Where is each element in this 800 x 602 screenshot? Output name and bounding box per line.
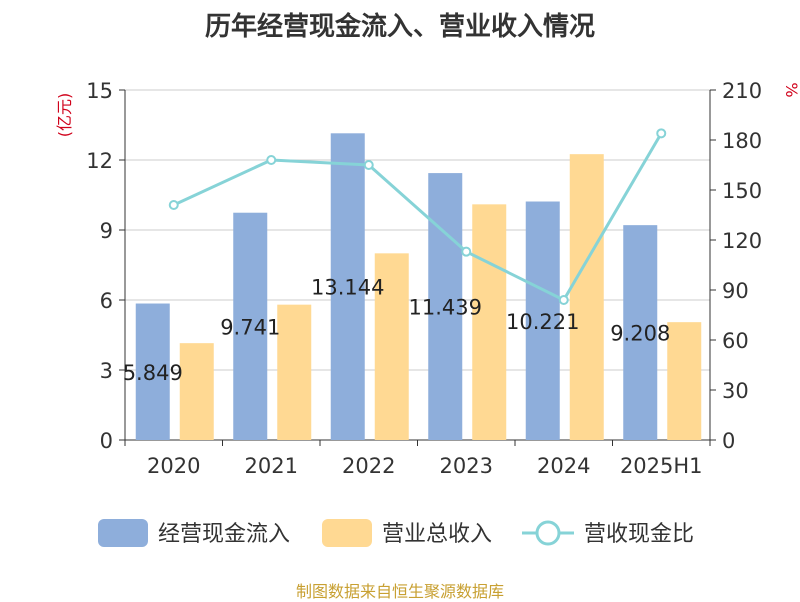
bar-revenue [569, 154, 604, 440]
right-axis-tick-label: 60 [722, 329, 749, 353]
x-axis-tick-label: 2020 [147, 454, 200, 478]
legend-marker-ratio [535, 520, 561, 546]
right-axis-tick-label: 120 [722, 229, 762, 253]
legend-label-ratio: 营收现金比 [584, 522, 694, 547]
data-label-cash-inflow: 13.144 [311, 276, 384, 300]
ratio-point [266, 155, 277, 165]
x-axis-tick-label: 2025H1 [620, 454, 703, 478]
x-axis-tick-label: 2023 [440, 454, 493, 478]
left-axis-tick-label: 0 [100, 429, 113, 453]
left-axis-tick-label: 12 [86, 149, 113, 173]
bar-revenue [374, 253, 409, 440]
data-label-cash-inflow: 9.741 [220, 315, 280, 339]
right-axis-label: % [782, 82, 800, 97]
data-label-cash-inflow: 5.849 [123, 361, 183, 385]
source-note: 制图数据来自恒生聚源数据库 [295, 582, 504, 601]
legend-label-cash-inflow: 经营现金流入 [158, 522, 290, 547]
ratio-point [461, 246, 472, 257]
ratio-point [558, 295, 569, 305]
right-axis-tick-label: 30 [722, 379, 749, 403]
ratio-point [656, 128, 667, 139]
data-label-cash-inflow: 9.208 [610, 322, 670, 346]
bar-cash-inflow [233, 212, 268, 440]
ratio-point [363, 160, 374, 170]
bar-revenue [277, 304, 312, 440]
right-axis-tick-label: 210 [722, 79, 762, 103]
bar-cash-inflow [135, 303, 170, 440]
left-axis-tick-label: 15 [86, 79, 113, 103]
x-axis-tick-label: 2024 [537, 454, 590, 478]
bar-cash-inflow [525, 201, 560, 440]
bar-cash-inflow [330, 133, 365, 440]
chart-title: 历年经营现金流入、营业收入情况 [204, 12, 595, 42]
right-axis-tick-label: 180 [722, 129, 762, 153]
left-axis-tick-label: 3 [100, 359, 113, 383]
left-axis-tick-label: 9 [100, 219, 113, 243]
ratio-point [168, 200, 179, 210]
ratio-line [173, 132, 663, 302]
x-axis-tick-label: 2021 [245, 454, 298, 478]
data-label-cash-inflow: 10.221 [506, 310, 579, 334]
x-axis-tick-label: 2022 [342, 454, 395, 478]
legend-swatch-cash-inflow [98, 519, 148, 547]
bar-revenue [667, 322, 702, 440]
right-axis-tick-label: 150 [722, 179, 762, 203]
bar-revenue [179, 343, 214, 440]
right-axis-tick-label: 0 [722, 429, 735, 453]
right-axis-tick-label: 90 [722, 279, 749, 303]
bar-cash-inflow [623, 225, 658, 440]
legend-swatch-revenue [322, 519, 372, 547]
left-axis-label: (亿元) [55, 93, 74, 138]
bar-revenue [472, 204, 507, 440]
bar-cash-inflow [428, 173, 463, 440]
data-label-cash-inflow: 11.439 [409, 296, 482, 320]
left-axis-tick-label: 6 [100, 289, 113, 313]
legend-label-revenue: 营业总收入 [382, 522, 492, 547]
